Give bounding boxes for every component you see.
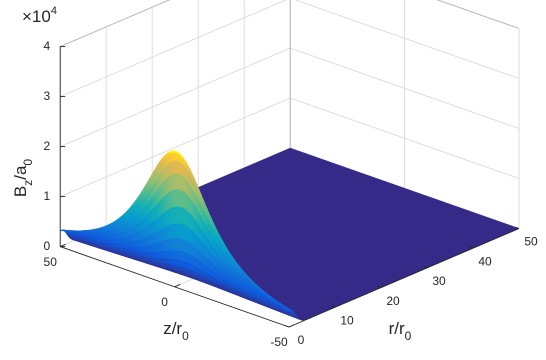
y-tick — [377, 285, 382, 289]
grid-line — [60, 97, 291, 198]
y-tick-label: 20 — [386, 294, 400, 308]
y-tick-label: 50 — [524, 235, 538, 249]
box-edge — [436, 0, 520, 29]
axes-box — [60, 0, 520, 149]
grid-line — [60, 0, 287, 98]
x-tick — [288, 324, 295, 328]
axis-lines — [59, 46, 520, 328]
x-tick — [174, 284, 181, 288]
x-axis-label: z/r0 — [163, 319, 189, 343]
y-tick — [423, 266, 428, 269]
grid-line — [290, 97, 520, 179]
y-tick — [469, 246, 474, 249]
grid-line — [290, 47, 520, 129]
y-tick — [515, 226, 520, 229]
y-axis-line — [288, 228, 520, 328]
z-tick-label: 0 — [44, 239, 51, 253]
tick-labels: 0 1 2 3 4 50 0 -50 0 10 20 30 40 50 — [44, 39, 538, 349]
y-tick — [285, 325, 290, 328]
x-tick-label: -50 — [270, 335, 288, 349]
grid-line — [294, 0, 520, 79]
y-tick — [331, 305, 336, 308]
y-tick-label: 40 — [478, 254, 492, 268]
z-tick-label: 2 — [44, 139, 51, 153]
surface-mesh — [60, 147, 520, 321]
y-axis-label: r/r0 — [389, 319, 412, 343]
z-multiplier: ×104 — [22, 5, 57, 26]
z-tick-label: 1 — [44, 189, 51, 203]
box-edge — [60, 0, 171, 48]
y-tick-label: 10 — [340, 313, 354, 327]
surface-patch — [286, 309, 291, 312]
z-tick-label: 4 — [44, 39, 51, 53]
y-tick-label: 0 — [298, 333, 305, 347]
x-tick-label: 50 — [44, 255, 58, 269]
grid-line — [60, 47, 291, 148]
y-tick-label: 30 — [432, 274, 446, 288]
z-tick-label: 3 — [44, 89, 51, 103]
grid-line — [60, 0, 171, 48]
z-axis-label: Bz/a0 — [11, 159, 35, 198]
x-tick-label: 0 — [161, 295, 168, 309]
x-tick — [60, 243, 66, 248]
